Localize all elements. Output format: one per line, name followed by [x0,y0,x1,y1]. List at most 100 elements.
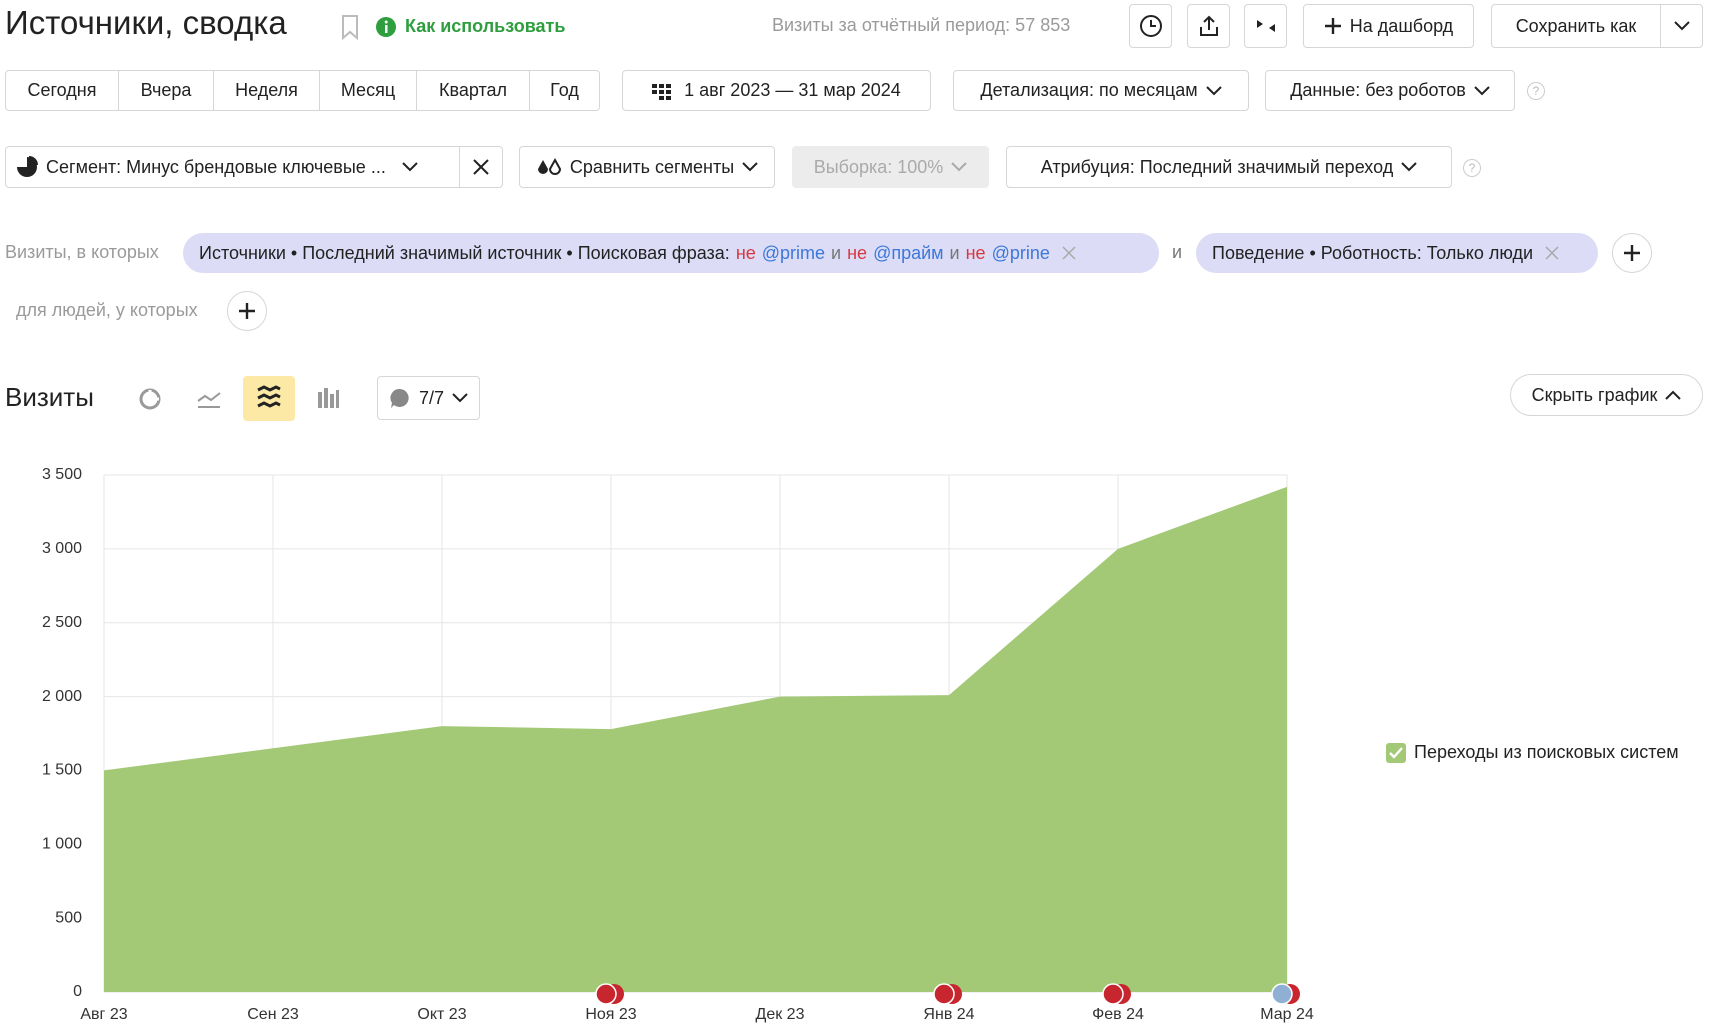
area-icon [257,385,281,408]
condition-joiner: и [831,242,842,263]
chip-remove-icon[interactable] [1545,246,1559,260]
ab-icon [1256,20,1275,32]
segment-label: Сегмент: Минус брендовые ключевые ... [46,156,386,177]
condition-joiner: и [949,242,960,263]
x-tick-label: Мар 24 [1260,1006,1314,1023]
hide-chart-label: Скрыть график [1531,384,1658,405]
line-chart-toggle[interactable] [196,387,222,411]
sample-button: Выборка: 100% [792,146,989,188]
segment-button[interactable]: Сегмент: Минус брендовые ключевые ... [5,146,460,188]
event-marker [1102,983,1131,1005]
event-marker-dot [595,983,617,1005]
condition-value: @прайм [873,242,944,263]
event-marker-dot [933,983,955,1005]
event-marker [1271,983,1300,1005]
export-button[interactable] [1187,4,1230,48]
series-count: 7/7 [418,387,445,408]
ab-button[interactable] [1244,4,1287,48]
dashboard-button[interactable]: На дашборд [1303,4,1474,48]
x-tick-label: Фев 24 [1092,1006,1144,1023]
calendar-icon [652,83,672,100]
y-tick-label: 1 000 [42,836,82,853]
y-tick-label: 500 [55,909,82,926]
period-button[interactable]: Сегодня [5,70,119,111]
period-button[interactable]: Неделя [214,70,320,111]
event-marker-dot [1271,983,1293,1005]
chevron-icon [1673,21,1690,31]
y-tick-label: 3 500 [42,466,82,483]
filter-joiner: и [1172,242,1183,262]
y-tick-label: 2 500 [42,614,82,631]
save-as-button[interactable]: Сохранить как [1491,4,1661,48]
page-title: Источники, сводка [5,4,287,41]
chevron-icon [742,162,758,172]
help-icon[interactable]: ? [1527,82,1545,100]
compare-label: Сравнить сегменты [569,156,735,177]
export-icon [1199,15,1218,36]
data-filter-label: Данные: без роботов [1290,80,1466,100]
chart: 0 500 1 000 1 500 2 000 2 500 3 000 3 500 Авг 23… [42,466,1679,1023]
info-icon [376,17,396,37]
x-tick-label: Авг 23 [80,1006,127,1023]
close-icon [473,159,489,175]
area-chart-toggle[interactable] [243,376,295,421]
history-button[interactable] [1129,4,1172,48]
date-range-button[interactable]: 1 авг 2023 — 31 мар 2024 [622,70,931,111]
period-button[interactable]: Квартал [417,70,530,111]
chevron-icon [1205,85,1222,95]
x-tick-label: Сен 23 [247,1006,299,1023]
chevron-icon [1401,162,1417,172]
clock-icon [1139,15,1162,37]
bar-chart-toggle[interactable] [316,386,340,410]
plus-icon [239,303,255,319]
attribution-button[interactable]: Атрибуция: Последний значимый переход [1006,146,1452,188]
chip-prefix: Поведение • Роботность: Только люди [1212,242,1534,263]
add-filter-button[interactable] [1612,233,1652,273]
segment-clear-button[interactable] [459,146,503,188]
y-tick-label: 3 000 [42,540,82,557]
people-label: для людей, у которых [16,300,198,320]
filter-chip[interactable]: Источники • Последний значимый источник … [183,233,1159,273]
compare-button[interactable]: Сравнить сегменты [519,146,775,188]
hide-chart-button[interactable]: Скрыть график [1510,374,1703,416]
period-button[interactable]: Месяц [320,70,417,111]
x-tick-label: Окт 23 [417,1006,466,1023]
chevron-icon [452,393,468,403]
sample-label: Выборка: 100% [813,156,944,177]
event-marker-dot [1102,983,1124,1005]
y-tick-label: 1 500 [42,762,82,779]
chevron-icon [402,162,418,172]
period-group: Сегодня Вчера Неделя Месяц Квартал Год [5,70,600,111]
series-select-button[interactable]: 7/7 [377,376,480,420]
help-link[interactable]: Как использовать [405,16,566,36]
add-people-filter-button[interactable] [227,291,267,331]
chevron-icon [1474,85,1490,95]
chevron-icon [951,162,968,172]
pie-chart-toggle[interactable] [138,387,162,411]
detail-button[interactable]: Детализация: по месяцам [953,70,1249,111]
event-marker [595,983,624,1005]
chip-prefix: Источники • Последний значимый источник … [199,242,730,263]
filter-chip[interactable]: Поведение • Роботность: Только люди [1196,233,1598,273]
chip-remove-icon[interactable] [1062,246,1076,260]
plus-icon [1324,18,1341,34]
help-icon[interactable]: ? [1463,159,1481,177]
total-visits: Визиты за отчётный период: 57 853 [772,15,1071,35]
y-tick-label: 2 000 [42,688,82,705]
attribution-label: Атрибуция: Последний значимый переход [1040,156,1394,177]
data-filter-button[interactable]: Данные: без роботов [1265,70,1515,111]
condition-value: @prime [761,242,826,263]
save-menu-button[interactable] [1660,4,1703,48]
y-tick-label: 0 [73,983,82,1000]
dashboard-label: На дашборд [1349,15,1454,36]
legend-label: Переходы из поисковых систем [1414,742,1679,762]
period-button[interactable]: Год [530,70,600,111]
period-button[interactable]: Вчера [119,70,214,111]
series-icon [390,388,409,408]
pie-icon [17,156,38,177]
bookmark-icon[interactable] [341,14,359,40]
filters-label: Визиты, в которых [5,242,159,262]
condition-op: не [847,242,868,263]
